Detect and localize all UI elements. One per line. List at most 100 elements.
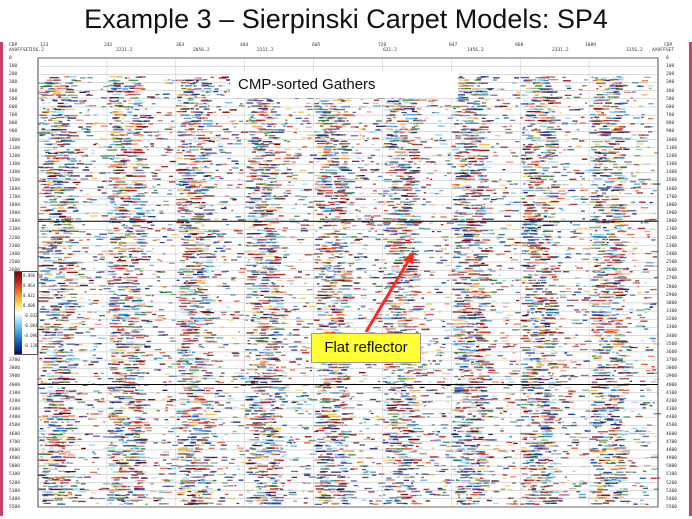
depth-tick-label: 2700: [666, 276, 678, 282]
depth-tick-label: 600: [666, 104, 675, 110]
colorbar-gradient: [15, 272, 22, 354]
depth-tick-label: 5500: [666, 505, 678, 510]
depth-tick-label: 400: [666, 88, 675, 94]
header-offset-left: AXOFFSET: [9, 48, 32, 53]
depth-tick-label: 4600: [666, 431, 678, 437]
depth-tick-label: 1000: [9, 137, 21, 143]
depth-tick-label: 100: [666, 64, 675, 70]
depth-tick-label: 2200: [9, 235, 21, 241]
depth-tick-label: 3000: [666, 300, 678, 306]
depth-tick-label: 4500: [9, 423, 21, 429]
depth-tick-label: 1100: [9, 145, 21, 151]
depth-tick-label: 2400: [9, 251, 21, 257]
depth-tick-label: 1000: [666, 137, 678, 143]
depth-tick-label: 0: [9, 56, 12, 61]
slide-title: Example 3 – Sierpinski Carpet Models: SP…: [84, 4, 608, 34]
header-offset-value: 631.2: [383, 48, 397, 53]
depth-tick-label: 4400: [666, 415, 678, 421]
depth-tick-label: 4900: [666, 456, 678, 462]
right-edge-bar: [689, 42, 692, 516]
header-cdp-value: 605: [312, 43, 321, 48]
depth-tick-label: 1200: [9, 153, 21, 159]
left-edge-bar: [0, 42, 3, 516]
header-offset-value: 156.2: [30, 48, 44, 53]
depth-tick-label: 2500: [666, 260, 678, 266]
depth-tick-label: 400: [9, 88, 18, 94]
depth-tick-label: 4800: [9, 447, 21, 453]
depth-tick-label: 100: [9, 64, 18, 70]
depth-tick-label: 4100: [9, 390, 21, 396]
colorbar-label: 0.096: [23, 273, 36, 278]
amplitude-colorbar: 0.096 0.064 0.032 0.000 -0.032 -0.064 -0…: [14, 271, 38, 355]
depth-tick-label: 5000: [9, 464, 21, 470]
header-cdp-value: 847: [449, 43, 458, 48]
depth-tick-label: 4400: [9, 415, 21, 421]
depth-tick-label: 2500: [9, 260, 21, 266]
depth-tick-label: 1800: [9, 202, 21, 208]
depth-tick-label: 3900: [9, 374, 21, 380]
header-offset-value: 2231.2: [116, 48, 133, 53]
depth-tick-label: 2200: [666, 235, 678, 241]
depth-tick-label: 5000: [666, 464, 678, 470]
header-cdp-left: CDP: [9, 43, 18, 48]
header-cdp-value: 726: [378, 43, 387, 48]
seismic-panel: [4, 42, 688, 516]
depth-tick-label: 2100: [9, 227, 21, 233]
depth-tick-label: 4200: [666, 398, 678, 404]
depth-tick-label: 4100: [666, 390, 678, 396]
depth-tick-label: 5100: [9, 472, 21, 478]
depth-tick-label: 4800: [666, 447, 678, 453]
depth-tick-label: 1100: [666, 145, 678, 151]
header-cdp-value: 484: [240, 43, 249, 48]
depth-tick-label: 5400: [9, 496, 21, 502]
depth-tick-label: 900: [9, 129, 18, 135]
depth-tick-label: 3600: [666, 349, 678, 355]
depth-tick-label: 300: [9, 80, 18, 86]
depth-tick-label: 1600: [9, 186, 21, 192]
depth-tick-label: 1700: [9, 194, 21, 200]
depth-tick-label: 1300: [666, 162, 678, 168]
depth-tick-label: 1900: [9, 211, 21, 217]
depth-tick-label: 1600: [666, 186, 678, 192]
depth-tick-label: 2600: [666, 268, 678, 274]
header-offset-value: 2331.2: [552, 48, 569, 53]
depth-tick-label: 4700: [9, 439, 21, 445]
colorbar-label: 0.000: [23, 303, 36, 308]
depth-tick-label: 800: [666, 121, 675, 127]
colorbar-label: 0.032: [23, 293, 36, 298]
depth-tick-label: 900: [666, 129, 675, 135]
depth-tick-label: 2000: [666, 219, 678, 225]
header-cdp-right: CDP: [664, 43, 673, 48]
depth-tick-label: 1400: [9, 170, 21, 176]
depth-tick-label: 3900: [666, 374, 678, 380]
depth-tick-label: 4600: [9, 431, 21, 437]
depth-tick-label: 4900: [9, 456, 21, 462]
header-offset-value: 1456.2: [467, 48, 484, 53]
depth-tick-label: 3800: [666, 366, 678, 372]
depth-tick-label: 2900: [666, 292, 678, 298]
cmp-gathers-callout: CMP-sorted Gathers: [230, 72, 458, 98]
depth-tick-label: 3400: [666, 333, 678, 339]
seismic-texture: [37, 58, 661, 507]
depth-tick-label: 200: [9, 72, 18, 78]
depth-tick-label: 3200: [666, 317, 678, 323]
depth-tick-label: 0: [666, 56, 669, 61]
depth-tick-label: 2000: [9, 219, 21, 225]
flat-reflector-callout: Flat reflector: [311, 333, 421, 363]
depth-tick-label: 4500: [666, 423, 678, 429]
depth-tick-label: 1500: [666, 178, 678, 184]
depth-tick-label: 800: [9, 121, 18, 127]
depth-tick-label: 2300: [9, 243, 21, 249]
depth-tick-label: 5300: [9, 488, 21, 494]
depth-tick-label: 3700: [666, 358, 678, 364]
depth-tick-label: 4000: [666, 382, 678, 388]
depth-tick-label: 2400: [666, 251, 678, 257]
depth-tick-label: 600: [9, 104, 18, 110]
depth-tick-label: 5500: [9, 505, 21, 510]
header-cdp-value: 968: [515, 43, 524, 48]
depth-tick-label: 3100: [666, 309, 678, 315]
header-offset-value: 2056.2: [193, 48, 210, 53]
depth-tick-label: 200: [666, 72, 675, 78]
depth-tick-label: 1700: [666, 194, 678, 200]
depth-tick-label: 2800: [666, 284, 678, 290]
